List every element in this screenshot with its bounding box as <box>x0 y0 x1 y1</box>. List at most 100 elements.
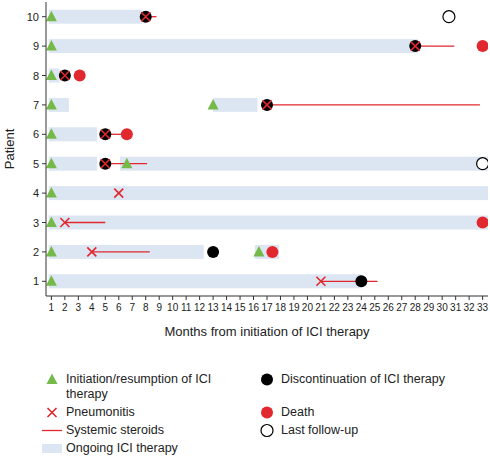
x-tick-label: 11 <box>181 302 192 313</box>
legend-swatch <box>261 407 273 419</box>
initiation-marker <box>46 70 57 81</box>
x-tick-label: 15 <box>234 302 246 313</box>
initiation-marker <box>208 99 219 110</box>
marker <box>74 70 86 82</box>
therapy-bar <box>49 216 488 230</box>
x-tick <box>267 296 268 300</box>
x-tick-label: 13 <box>208 302 220 313</box>
legend-icon <box>40 423 66 438</box>
legend-item: Initiation/resumption of ICI therapy <box>40 372 255 402</box>
pneumonitis-marker <box>101 159 110 168</box>
x-tick-label: 5 <box>103 302 109 313</box>
x-tick <box>132 296 133 300</box>
therapy-bar <box>49 186 488 200</box>
legend-swatch <box>47 374 58 385</box>
therapy-bar <box>49 274 362 288</box>
steroid-line <box>267 104 480 105</box>
steroid-line <box>321 281 378 282</box>
x-tick-label: 22 <box>329 302 341 313</box>
legend-swatch <box>48 408 57 417</box>
x-tick-label: 10 <box>167 302 179 313</box>
x-tick-label: 1 <box>49 302 55 313</box>
marker <box>409 40 421 52</box>
legend-item: Ongoing ICI therapy <box>40 441 255 456</box>
therapy-bar <box>49 127 98 141</box>
y-tick <box>42 193 46 194</box>
x-tick-label: 17 <box>261 302 273 313</box>
x-tick <box>388 296 389 300</box>
initiation-marker <box>46 128 57 139</box>
x-tick <box>253 296 254 300</box>
initiation-marker <box>253 246 264 257</box>
marker <box>443 11 455 23</box>
x-tick <box>334 296 335 300</box>
pneumonitis-marker <box>263 100 272 109</box>
y-tick <box>42 104 46 105</box>
marker <box>355 275 367 287</box>
marker <box>121 128 133 140</box>
y-tick <box>42 134 46 135</box>
therapy-bar <box>49 245 204 259</box>
pneumonitis-marker <box>316 277 325 286</box>
y-tick-label: 8 <box>33 70 39 82</box>
y-tick <box>42 251 46 252</box>
pneumonitis-marker <box>60 71 69 80</box>
x-tick-label: 12 <box>194 302 206 313</box>
x-tick <box>118 296 119 300</box>
marker <box>99 158 111 170</box>
legend-label: Death <box>281 405 446 420</box>
legend-icon <box>255 423 281 438</box>
x-tick-label: 32 <box>464 302 476 313</box>
x-tick <box>482 296 483 300</box>
x-tick <box>280 296 281 300</box>
y-tick-label: 10 <box>27 11 39 23</box>
x-tick <box>145 296 146 300</box>
x-tick <box>78 296 79 300</box>
initiation-marker <box>46 11 57 22</box>
pneumonitis-marker <box>60 218 69 227</box>
initiation-marker <box>46 217 57 228</box>
legend-icon <box>255 372 281 387</box>
initiation-marker <box>46 158 57 169</box>
legend-item: Discontinuation of ICI therapy <box>255 372 470 402</box>
x-tick-label: 24 <box>356 302 368 313</box>
marker <box>477 217 488 229</box>
x-tick <box>64 296 65 300</box>
x-tick-label: 18 <box>275 302 287 313</box>
legend-item: Systemic steroids <box>40 423 255 438</box>
x-tick-label: 20 <box>302 302 314 313</box>
x-tick-label: 30 <box>437 302 449 313</box>
x-tick <box>213 296 214 300</box>
x-tick-label: 19 <box>288 302 300 313</box>
x-tick <box>320 296 321 300</box>
x-tick <box>105 296 106 300</box>
legend-label: Systemic steroids <box>66 423 231 438</box>
legend-icon <box>40 405 66 420</box>
therapy-bar <box>213 98 257 112</box>
legend-label: Ongoing ICI therapy <box>66 441 231 456</box>
initiation-marker <box>46 99 57 110</box>
x-axis-title: Months from initiation of ICI therapy <box>164 324 370 339</box>
x-tick-label: 33 <box>477 302 489 313</box>
legend-swatch <box>42 430 62 431</box>
y-tick <box>42 46 46 47</box>
x-tick <box>307 296 308 300</box>
x-tick-label: 4 <box>89 302 95 313</box>
x-tick-label: 28 <box>410 302 422 313</box>
x-tick <box>199 296 200 300</box>
x-tick-label: 9 <box>156 302 162 313</box>
x-tick <box>455 296 456 300</box>
y-tick <box>42 163 46 164</box>
x-tick-label: 27 <box>396 302 408 313</box>
x-tick-label: 16 <box>248 302 260 313</box>
x-tick-label: 29 <box>423 302 435 313</box>
x-tick <box>347 296 348 300</box>
x-tick-label: 3 <box>76 302 82 313</box>
pneumonitis-marker <box>114 189 123 198</box>
steroid-line <box>92 251 150 252</box>
legend-icon <box>40 441 66 456</box>
legend-item: Pneumonitis <box>40 405 255 420</box>
x-tick <box>293 296 294 300</box>
y-tick <box>42 75 46 76</box>
initiation-marker <box>46 187 57 198</box>
